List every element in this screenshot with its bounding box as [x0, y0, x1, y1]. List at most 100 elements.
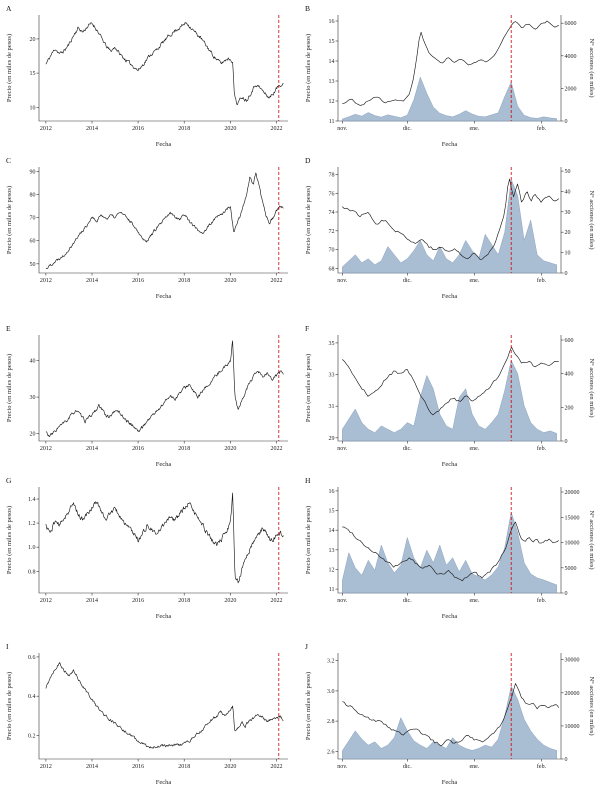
x-tick-label: 2018 [178, 764, 190, 770]
x-tick-label: 2020 [224, 278, 236, 284]
y2-tick-label: 400 [565, 372, 574, 378]
x-axis-title: Fecha [156, 779, 172, 786]
x-tick-label: 2018 [178, 278, 190, 284]
y-tick-label: 33 [329, 373, 335, 379]
x-tick-label: 2020 [224, 126, 236, 132]
x-tick-label: 2020 [224, 446, 236, 452]
price-line [45, 172, 284, 269]
x-tick-label: 2014 [86, 446, 98, 452]
y-tick-label: 78 [329, 173, 335, 179]
y2-tick-label: 15000 [565, 515, 580, 521]
volume-area [342, 76, 557, 122]
x-axis-title: Fecha [442, 293, 458, 300]
x-tick-label: 2018 [178, 126, 190, 132]
y2-tick-label: 30 [565, 210, 571, 216]
chart-panel-I: I 0.2 0.4 0.6 2012 2014 2016 2018 2020 2022 Fecha P… [3, 641, 298, 787]
y2-tick-label: 10000 [565, 541, 580, 547]
y2-tick-label: 20000 [565, 691, 580, 697]
price-line [45, 492, 284, 584]
price-line [45, 662, 284, 749]
x-tick-label: 2012 [40, 764, 52, 770]
panel-letter: C [6, 156, 12, 165]
chart-svg-J: 2.6 2.8 3.0 3.2 0 10000 20000 30000 nov. dic. ene.… [305, 653, 595, 786]
y-tick-label: 90 [30, 170, 36, 176]
y-tick-label: 14 [329, 528, 335, 534]
y-axis-title: Precio (en miles de pesos) [305, 354, 312, 422]
y2-tick-label: 0 [565, 119, 568, 125]
y2-axis-title: N° acciones (en miles) [588, 676, 595, 735]
y-tick-label: 15 [329, 509, 335, 515]
y-tick-label: 2.8 [327, 719, 335, 725]
volume-area [342, 179, 557, 274]
y-axis-title: Precio (en miles de pesos) [6, 186, 13, 254]
y2-tick-label: 4000 [565, 54, 577, 60]
x-axis-title: Fecha [442, 141, 458, 148]
panel-letter: H [305, 476, 311, 485]
chart-panel-D: D 68 70 72 74 76 78 0 10 20 30 40 50 nov. dic. ene. feb.… [302, 155, 597, 301]
y2-tick-label: 0 [565, 271, 568, 277]
y-tick-label: 76 [329, 191, 335, 197]
x-axis-title: Fecha [156, 141, 172, 148]
y-tick-label: 2.6 [327, 749, 335, 755]
panel-letter: J [305, 642, 309, 651]
chart-panel-J: J 2.6 2.8 3.0 3.2 0 10000 20000 30000 nov. dic. ene… [302, 641, 597, 787]
chart-svg-A: 10 15 20 2012 2014 2016 2018 2020 2022 Fecha Preci… [6, 15, 288, 148]
x-tick-label: nov. [337, 598, 348, 604]
y-tick-label: 12 [329, 567, 335, 573]
y2-axis-title: N° acciones (en miles) [588, 358, 595, 417]
panel-letter: G [6, 476, 12, 485]
y-tick-label: 11 [329, 119, 335, 125]
y-tick-label: 16 [329, 19, 335, 25]
y-tick-label: 0.4 [28, 694, 36, 700]
y-tick-label: 3.0 [327, 689, 335, 695]
y2-tick-label: 10000 [565, 724, 580, 730]
chart-panel-H: H 11 12 13 14 15 16 0 5000 10000 15000 20000 nov. dic… [302, 475, 597, 621]
x-tick-label: 2014 [86, 126, 98, 132]
y-tick-label: 20 [30, 37, 36, 43]
x-tick-label: dic. [403, 446, 412, 452]
y2-tick-label: 10 [565, 251, 571, 257]
y2-tick-label: 6000 [565, 21, 577, 27]
x-axis-title: Fecha [156, 613, 172, 620]
x-tick-label: 2018 [178, 598, 190, 604]
y2-tick-label: 200 [565, 405, 574, 411]
y-tick-label: 1.0 [28, 545, 36, 551]
x-tick-label: 2022 [271, 446, 283, 452]
y-tick-label: 1.2 [28, 521, 36, 527]
x-tick-label: dic. [403, 764, 412, 770]
y-tick-label: 31 [329, 404, 335, 410]
x-tick-label: feb. [537, 125, 547, 132]
y2-tick-label: 50 [565, 169, 571, 175]
y2-tick-label: 0 [565, 591, 568, 597]
chart-svg-I: 0.2 0.4 0.6 2012 2014 2016 2018 2020 2022 Fecha Pr… [6, 653, 288, 786]
y-tick-label: 14 [329, 59, 335, 65]
panel-letter: B [305, 4, 311, 13]
volume-area [342, 359, 557, 442]
y-tick-label: 0.2 [28, 733, 36, 739]
y2-axis-title: N° acciones (en miles) [588, 510, 595, 569]
y-tick-label: 0.8 [28, 569, 36, 575]
x-tick-label: ene. [469, 598, 479, 604]
chart-svg-G: 0.8 1.0 1.2 1.4 2012 2014 2016 2018 2020 2022 Fech… [6, 487, 288, 620]
x-tick-label: 2016 [132, 126, 144, 132]
x-axis-title: Fecha [156, 293, 172, 300]
x-tick-label: 2016 [132, 446, 144, 452]
y-axis-title: Precio (en miles de pesos) [305, 34, 312, 102]
y-axis-title: Precio (en miles de pesos) [305, 186, 312, 254]
chart-svg-F: 29 31 33 35 0 200 400 600 nov. dic. ene. feb. Fecha P… [305, 335, 595, 468]
panel-letter: I [6, 642, 9, 651]
x-tick-label: 2016 [132, 278, 144, 284]
y-tick-label: 1.4 [28, 497, 36, 503]
y2-axis-title: N° acciones (en miles) [588, 190, 595, 249]
y-tick-label: 15 [30, 71, 36, 77]
x-tick-label: feb. [537, 597, 547, 604]
chart-panel-A: A 10 15 20 2012 2014 2016 2018 2020 2022 Fecha Prec… [3, 3, 298, 149]
y2-tick-label: 20000 [565, 490, 580, 496]
y-axis-title: Precio (en miles de pesos) [305, 672, 312, 740]
y-tick-label: 13 [329, 548, 335, 554]
price-line [45, 340, 284, 438]
x-tick-label: feb. [537, 763, 547, 770]
price-line [342, 683, 560, 747]
chart-svg-D: 68 70 72 74 76 78 0 10 20 30 40 50 nov. dic. ene. feb. F… [305, 167, 595, 300]
